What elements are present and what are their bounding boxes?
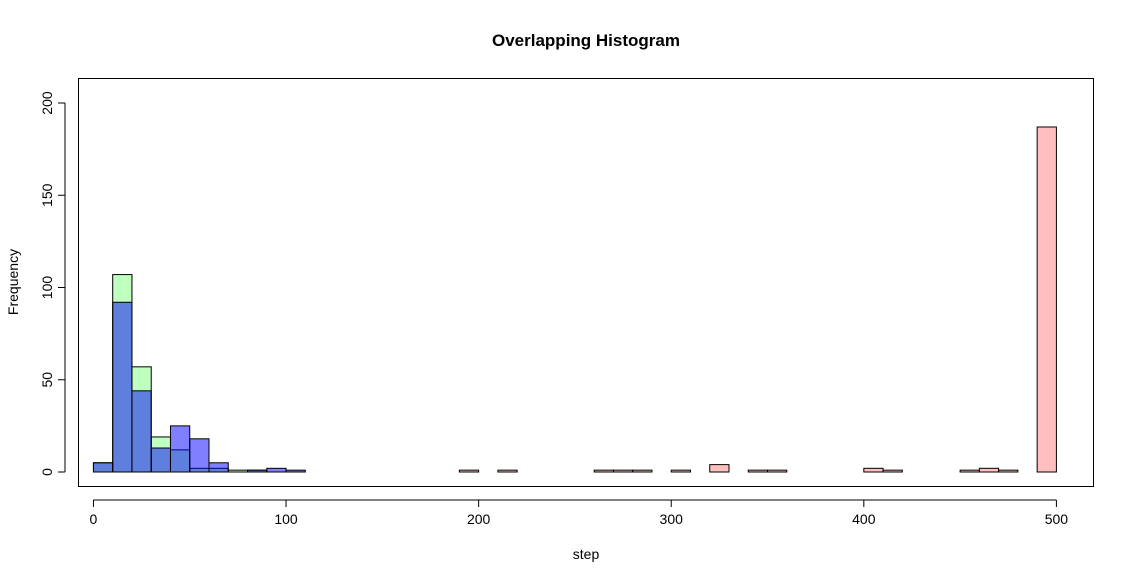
x-tick-label-1: 0 (90, 511, 98, 527)
series-1-bar-26 (959, 469, 980, 473)
series-3-bar-6 (189, 438, 210, 473)
x-axis-label: step (573, 546, 600, 562)
series-3-bar-1 (92, 462, 114, 473)
x-axis: 0 100 200 300 400 500 (90, 499, 1069, 527)
x-tick-label-2: 100 (274, 511, 298, 527)
series-1-bar-7 (593, 469, 614, 473)
series-1-bar-2 (497, 469, 518, 473)
plot-frame (78, 78, 1094, 487)
y-tick-label-1: 0 (39, 468, 55, 476)
series-2-bar-8 (227, 469, 249, 473)
series-3-bar-10 (266, 467, 287, 473)
series-1-bar-13 (709, 464, 730, 473)
series-3-bar-7 (208, 462, 229, 473)
y-axis-label: Frequency (5, 249, 21, 315)
series-3-bar-2 (112, 301, 133, 473)
y-tick-label-4: 150 (39, 183, 55, 207)
series-1-bar-16 (767, 469, 788, 473)
series-1-bar-30 (1036, 126, 1057, 473)
series-3-bar-9 (247, 469, 268, 473)
series-3-bar-3 (131, 390, 152, 473)
y-tick-label-3: 100 (39, 276, 55, 300)
y-tick-label-5: 200 (39, 91, 55, 115)
bars-layer (92, 126, 1057, 473)
series-3-bar-5 (169, 425, 191, 473)
series-1-bar-1 (458, 469, 480, 473)
series-3-bar-11 (285, 469, 306, 473)
series-1-bar-22 (882, 469, 903, 473)
series-1-bar-27 (978, 467, 1000, 473)
series-1-bar-28 (998, 469, 1019, 473)
chart-title: Overlapping Histogram (492, 31, 680, 50)
series-3-bar-4 (150, 447, 171, 473)
series-1-bar-15 (747, 469, 769, 473)
y-axis: 0 50 100 150 200 (39, 91, 66, 476)
series-1-bar-11 (670, 469, 691, 473)
series-1-bar-9 (632, 469, 653, 473)
x-tick-label-3: 200 (467, 511, 491, 527)
x-tick-label-6: 500 (1045, 511, 1069, 527)
x-tick-label-4: 300 (660, 511, 684, 527)
series-1-bar-8 (612, 469, 634, 473)
y-tick-label-2: 50 (39, 372, 55, 388)
series-1-bar-21 (863, 467, 884, 473)
x-tick-label-5: 400 (852, 511, 876, 527)
